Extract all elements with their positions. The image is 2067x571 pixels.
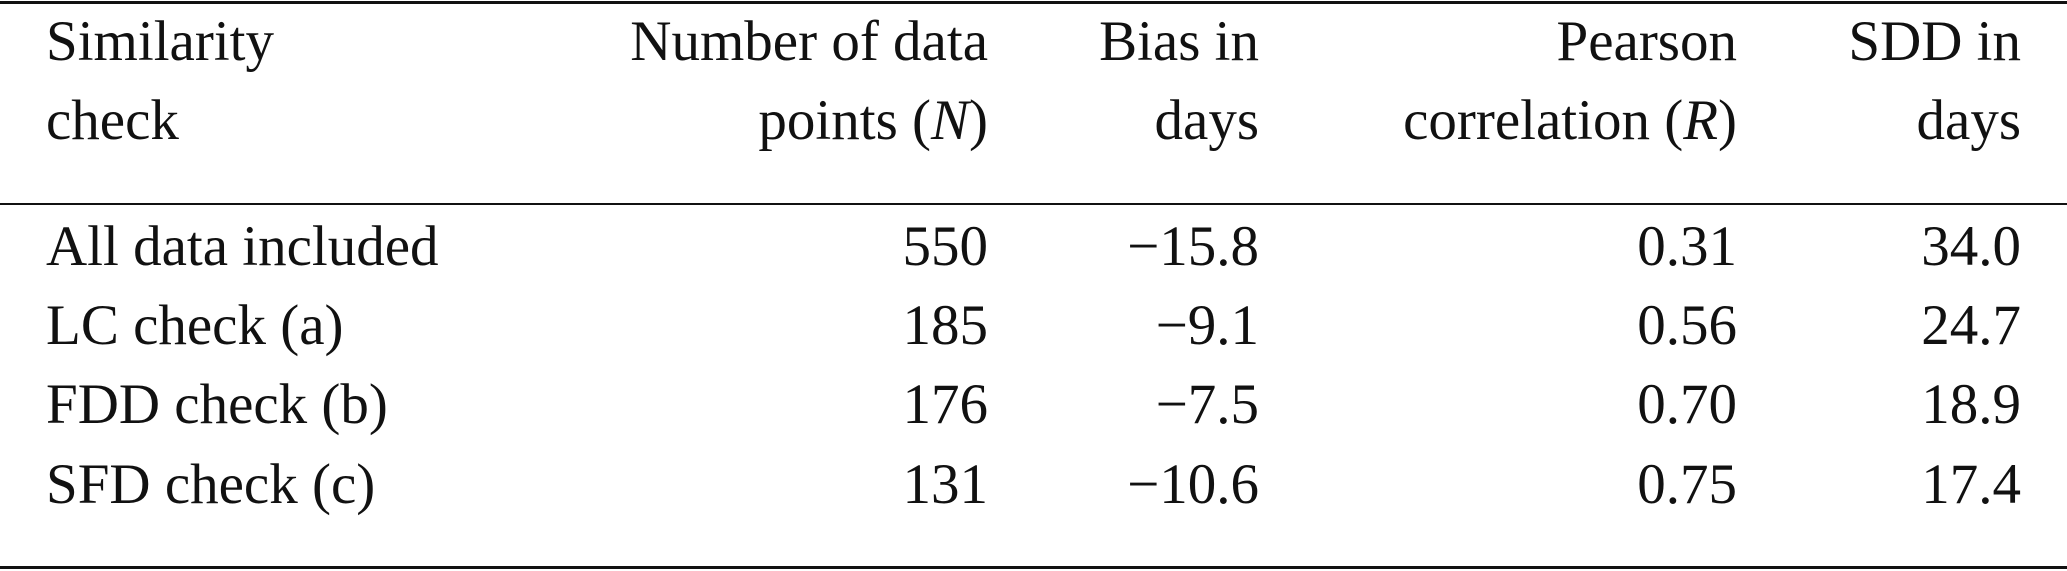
header-text: Similarity <box>46 10 274 73</box>
header-cell-line: correlation (R) <box>1403 92 1737 149</box>
mid-rule <box>0 203 2067 205</box>
table-cell: −7.5 <box>1155 373 1259 436</box>
header-cell-line: Number of data <box>630 13 988 70</box>
header-text: ) <box>969 89 988 152</box>
header-text: R <box>1683 89 1719 152</box>
header-text: days <box>1154 89 1259 152</box>
header-cell-line: points (N) <box>758 92 988 149</box>
row-label: All data included <box>46 215 439 278</box>
header-cell-line: Similarity <box>46 13 274 70</box>
table-cell: 17.4 <box>1921 453 2021 516</box>
header-cell-line: Pearson <box>1557 13 1737 70</box>
header-text: points ( <box>758 89 931 152</box>
table-cell: −9.1 <box>1155 294 1259 357</box>
row-label: FDD check (b) <box>46 373 388 436</box>
table-cell: 131 <box>902 453 989 516</box>
header-text: N <box>930 89 970 152</box>
header-text: Pearson <box>1556 10 1737 73</box>
header-cell-line: Bias in <box>1099 13 1259 70</box>
table-cell: 34.0 <box>1921 215 2021 278</box>
header-text: SDD in <box>1848 10 2021 73</box>
header-cell-line: check <box>46 92 179 149</box>
header-text: correlation ( <box>1403 89 1684 152</box>
table-cell: 0.70 <box>1637 373 1737 436</box>
bottom-rule <box>0 566 2067 569</box>
table-cell: 550 <box>902 215 989 278</box>
table-cell: 24.7 <box>1921 294 2021 357</box>
table-cell: −15.8 <box>1127 215 1259 278</box>
table-cell: 0.56 <box>1637 294 1737 357</box>
row-label: LC check (a) <box>46 294 344 357</box>
table-cell: 0.75 <box>1637 453 1737 516</box>
header-text: ) <box>1718 89 1737 152</box>
table-cell: 176 <box>902 373 989 436</box>
header-text: Number of data <box>630 10 988 73</box>
top-rule <box>0 1 2067 4</box>
table-cell: 0.31 <box>1637 215 1737 278</box>
table-cell: 185 <box>902 294 989 357</box>
table-cell: 18.9 <box>1921 373 2021 436</box>
header-text: check <box>46 89 179 152</box>
header-text: Bias in <box>1099 10 1259 73</box>
header-cell-line: SDD in <box>1848 13 2021 70</box>
row-label: SFD check (c) <box>46 453 376 516</box>
header-cell-line: days <box>1917 92 2021 149</box>
table-cell: −10.6 <box>1127 453 1259 516</box>
header-cell-line: days <box>1155 92 1259 149</box>
header-text: days <box>1916 89 2021 152</box>
